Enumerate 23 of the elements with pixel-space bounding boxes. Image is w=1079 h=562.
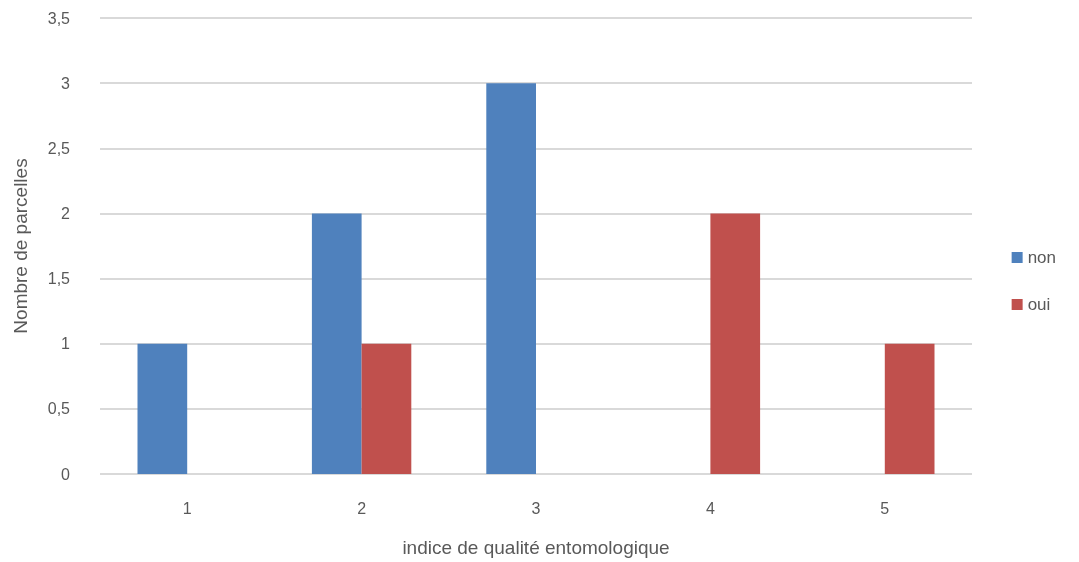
y-tick-label: 2 bbox=[61, 204, 71, 222]
y-tick-label: 3,5 bbox=[47, 9, 71, 27]
legend-label: oui bbox=[1027, 295, 1051, 314]
y-tick-label: 0,5 bbox=[47, 400, 71, 418]
y-tick-label: 0 bbox=[61, 465, 71, 483]
y-tick-label: 1 bbox=[61, 335, 71, 353]
x-axis-title: indice de qualité entomologique bbox=[402, 537, 670, 558]
x-tick-label: 3 bbox=[531, 499, 541, 517]
x-tick-label: 5 bbox=[880, 499, 890, 517]
bar bbox=[710, 213, 761, 474]
bar bbox=[311, 213, 362, 474]
bar bbox=[884, 343, 935, 474]
bar bbox=[137, 343, 188, 474]
y-tick-label: 1,5 bbox=[47, 270, 71, 288]
x-tick-label: 1 bbox=[182, 499, 192, 517]
y-tick-label: 3 bbox=[61, 74, 71, 92]
bar bbox=[486, 83, 536, 474]
y-axis-title: Nombre de parcelles bbox=[10, 158, 31, 334]
legend-label: non bbox=[1027, 248, 1057, 267]
bar bbox=[361, 343, 412, 474]
x-tick-label: 2 bbox=[357, 499, 367, 517]
y-tick-label: 2,5 bbox=[47, 139, 71, 157]
x-tick-label: 4 bbox=[705, 499, 715, 517]
